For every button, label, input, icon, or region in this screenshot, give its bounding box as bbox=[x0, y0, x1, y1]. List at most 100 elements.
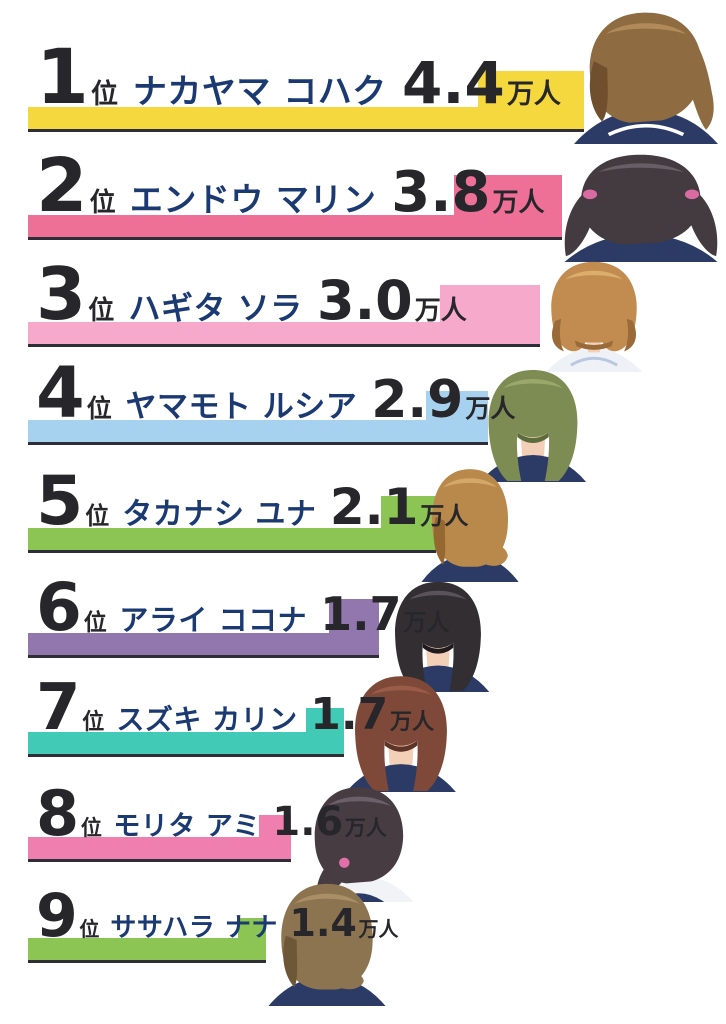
hair-highlight bbox=[598, 163, 684, 173]
long-hair bbox=[355, 676, 447, 791]
row-9-textline: 9位 ササハラ ナナ 1.4万人 bbox=[36, 886, 398, 961]
hair-dome bbox=[432, 469, 508, 567]
bar-band bbox=[28, 107, 584, 132]
bar-step bbox=[478, 71, 584, 109]
bar-step bbox=[329, 599, 379, 635]
hair-highlight bbox=[294, 893, 360, 904]
hair-highlight bbox=[565, 270, 623, 280]
rank-suffix: 位 bbox=[79, 917, 100, 941]
idol-name: エンドウ マリン bbox=[129, 180, 377, 219]
fan-count-unit: 万人 bbox=[414, 296, 467, 326]
bar-band bbox=[28, 633, 379, 658]
fan-count: 4.4 bbox=[402, 49, 505, 117]
side-lock bbox=[283, 935, 298, 988]
rank-number: 3 bbox=[36, 252, 87, 336]
nape-shadow bbox=[574, 340, 614, 350]
fan-count-unit: 万人 bbox=[506, 79, 561, 110]
bar-step bbox=[259, 815, 291, 839]
fan-count: 1.7 bbox=[320, 587, 402, 641]
bar-band bbox=[28, 322, 540, 347]
fan-count: 2.9 bbox=[371, 370, 464, 430]
avatar-1-high-ponytail bbox=[574, 12, 718, 144]
row-3-textline: 3位 ハギタ ソラ 3.0万人 bbox=[36, 258, 467, 350]
bar-band bbox=[28, 528, 436, 553]
rank-number: 6 bbox=[36, 569, 82, 646]
idol-name: ヤマモト ルシア bbox=[125, 389, 358, 425]
fan-count-unit: 万人 bbox=[403, 610, 450, 636]
rank-suffix: 位 bbox=[88, 296, 115, 326]
rank-suffix: 位 bbox=[91, 79, 119, 110]
rank-number: 4 bbox=[36, 352, 85, 434]
long-hair bbox=[395, 581, 481, 692]
rank-number: 2 bbox=[36, 143, 88, 229]
long-hair bbox=[488, 370, 578, 481]
avatar-4-long-hair bbox=[479, 370, 587, 482]
idol-name: アライ ココナ bbox=[119, 603, 308, 637]
bar-band bbox=[28, 215, 562, 240]
row-1-textline: 1位 ナカヤマ コハク 4.4万人 bbox=[36, 39, 561, 136]
row-4-textline: 4位 ヤマモト ルシア 2.9万人 bbox=[36, 358, 515, 447]
fan-count-unit: 万人 bbox=[465, 394, 516, 423]
collar-line bbox=[570, 356, 618, 367]
bob-hair bbox=[551, 261, 637, 352]
rank-suffix: 位 bbox=[86, 394, 112, 423]
bar-step bbox=[454, 175, 562, 217]
side-lock bbox=[433, 516, 446, 565]
bar-band bbox=[28, 837, 291, 862]
fan-count-unit: 万人 bbox=[344, 816, 387, 840]
rank-suffix: 位 bbox=[89, 188, 116, 218]
avatar-2-twintails bbox=[564, 154, 718, 262]
rank-number: 1 bbox=[36, 32, 89, 121]
bar-step bbox=[426, 391, 488, 422]
bar-band bbox=[28, 732, 344, 757]
hair-tie-left bbox=[582, 189, 598, 200]
fan-count-unit: 万人 bbox=[420, 502, 469, 530]
hair-highlight bbox=[409, 590, 467, 600]
hair-highlight bbox=[327, 796, 391, 806]
rank-number: 9 bbox=[36, 881, 78, 951]
avatar-9-small-low-ponytail bbox=[268, 883, 386, 1006]
hair-highlight bbox=[606, 23, 686, 34]
flick-right bbox=[623, 318, 636, 352]
hair-highlight bbox=[443, 478, 497, 488]
row-7-textline: 7位 スズキ カリン 1.7万人 bbox=[36, 676, 434, 756]
bar-band bbox=[28, 938, 266, 963]
inner-shadow bbox=[422, 642, 454, 654]
hair-tie-right bbox=[684, 189, 700, 200]
bar-band bbox=[28, 420, 488, 445]
bar-step bbox=[306, 708, 344, 734]
rank-number: 5 bbox=[36, 462, 84, 541]
inner-shadow bbox=[384, 740, 418, 752]
fan-count: 1.4 bbox=[289, 901, 357, 945]
avatar-3-bob bbox=[545, 261, 643, 372]
row-5-textline: 5位 タカナシ ユナ 2.1万人 bbox=[36, 468, 468, 553]
low-ponytail bbox=[477, 545, 508, 566]
hair-dome bbox=[581, 154, 701, 245]
idol-name: タカナシ ユナ bbox=[122, 497, 317, 532]
bar-step bbox=[440, 285, 540, 324]
rank-suffix: 位 bbox=[82, 710, 105, 735]
fan-count: 3.8 bbox=[391, 160, 491, 225]
avatar-8-side-ponytail bbox=[304, 787, 414, 902]
hair-tie bbox=[339, 857, 350, 868]
idol-name: ナカヤマ コハク bbox=[132, 72, 387, 112]
fan-count: 2.1 bbox=[329, 478, 419, 536]
low-ponytail bbox=[332, 971, 364, 990]
avatar-5-low-ponytail bbox=[421, 469, 519, 582]
hair-highlight bbox=[503, 379, 563, 388]
bar-step bbox=[238, 918, 266, 940]
side-lock bbox=[589, 61, 608, 122]
fan-count-unit: 万人 bbox=[492, 188, 545, 218]
row-8-textline: 8位 モリタ アミ 1.6万人 bbox=[36, 783, 387, 861]
idol-name: ササハラ ナナ bbox=[110, 913, 278, 943]
fan-count: 1.7 bbox=[310, 689, 389, 740]
collar-stripe bbox=[607, 123, 685, 137]
rank-suffix: 位 bbox=[83, 610, 107, 636]
row-2-textline: 2位 エンドウ マリン 3.8万人 bbox=[36, 149, 545, 243]
fan-count-unit: 万人 bbox=[358, 917, 399, 941]
avatar-7-long-auburn-hair bbox=[346, 676, 456, 792]
hair-dome bbox=[589, 12, 703, 123]
rank-suffix: 位 bbox=[85, 502, 110, 530]
inner-shadow bbox=[517, 432, 549, 443]
row-6-textline: 6位 アライ ココナ 1.7万人 bbox=[36, 575, 449, 658]
